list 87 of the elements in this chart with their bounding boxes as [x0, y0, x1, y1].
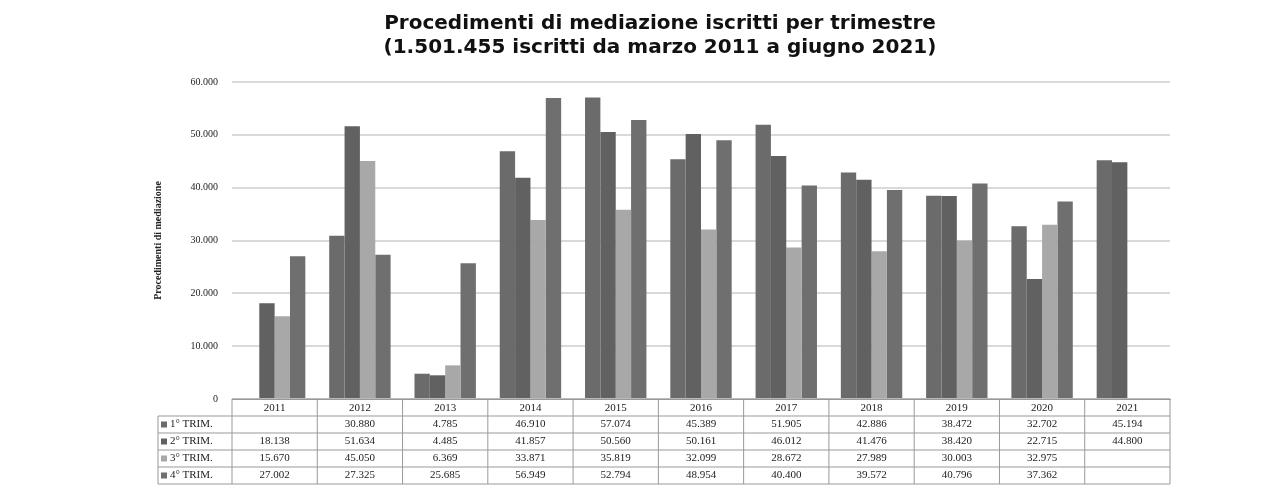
data-label: 40.400: [771, 468, 802, 481]
data-label: 41.857: [515, 434, 547, 447]
data-label: 22.715: [1026, 434, 1058, 447]
data-label: 52.794: [600, 468, 632, 481]
bar: [545, 98, 562, 398]
data-label: 44.800: [1112, 434, 1143, 447]
x-tick-label: 2011: [263, 401, 286, 414]
bar: [631, 120, 647, 398]
legend-label: 1° TRIM.: [170, 417, 213, 430]
bar: [615, 209, 632, 398]
bar: [1042, 224, 1058, 398]
data-label: 27.989: [856, 451, 888, 464]
data-label: 38.420: [941, 434, 973, 447]
bar: [701, 229, 717, 398]
data-label: 45.389: [685, 417, 717, 430]
bar: [886, 189, 903, 398]
y-tick-label: 20.000: [190, 286, 218, 298]
data-label: 46.012: [771, 434, 802, 447]
y-tick-label: 30.000: [190, 234, 218, 246]
x-tick-label: 2017: [775, 401, 798, 414]
x-tick-label: 2020: [1031, 401, 1054, 414]
x-tick-label: 2019: [945, 401, 969, 414]
data-label: 27.325: [344, 468, 376, 481]
data-label: 37.362: [1026, 468, 1058, 481]
y-axis-title: Procedimenti di mediazione: [151, 180, 163, 300]
bar: [972, 183, 988, 398]
bar: [871, 251, 887, 398]
bar: [445, 365, 461, 398]
data-label: 18.138: [259, 434, 291, 447]
bar: [274, 316, 290, 398]
data-label: 48.954: [685, 468, 717, 481]
data-label: 51.634: [344, 434, 376, 447]
data-label: 35.819: [600, 451, 632, 464]
legend-label: 4° TRIM.: [170, 468, 213, 481]
y-tick-label: 10.000: [190, 339, 218, 351]
data-label: 50.161: [685, 434, 717, 447]
x-tick-label: 2021: [1116, 401, 1139, 414]
data-label: 45.050: [344, 451, 376, 464]
data-label: 41.476: [856, 434, 888, 447]
bar: [956, 240, 973, 398]
bar: [786, 247, 802, 398]
data-label: 4.785: [432, 417, 459, 430]
data-label: 38.472: [941, 417, 972, 430]
legend-label: 3° TRIM.: [170, 451, 213, 464]
data-label: 46.910: [515, 417, 547, 430]
data-label: 39.572: [856, 468, 887, 481]
data-label: 15.670: [259, 451, 291, 464]
x-tick-label: 2014: [519, 401, 542, 414]
data-label: 27.002: [259, 468, 290, 481]
x-tick-label: 2012: [348, 401, 371, 414]
bar: [1057, 201, 1073, 398]
bar: [375, 254, 391, 398]
data-label: 33.871: [515, 451, 546, 464]
data-label: 51.905: [771, 417, 802, 430]
data-label: 6.369: [432, 451, 459, 464]
bar: [359, 160, 376, 398]
bar: [289, 256, 306, 398]
legend-label: 2° TRIM.: [170, 434, 213, 447]
bar: [801, 185, 817, 398]
y-tick-label: 50.000: [190, 128, 218, 140]
x-tick-label: 2013: [434, 401, 457, 414]
data-label: 40.796: [941, 468, 973, 481]
y-tick-label: 60.000: [190, 75, 218, 87]
data-label: 45.194: [1112, 417, 1143, 430]
data-label: 25.685: [430, 468, 461, 481]
data-label: 56.949: [515, 468, 547, 481]
bar: [460, 263, 476, 398]
data-label: 32.702: [1026, 417, 1058, 430]
data-label: 57.074: [600, 417, 632, 430]
data-label: 28.672: [771, 451, 802, 464]
bar: [530, 220, 546, 398]
bar: [716, 140, 732, 398]
data-label: 32.099: [685, 451, 717, 464]
y-tick-label: 40.000: [190, 181, 218, 193]
y-tick-label: 0: [213, 392, 218, 404]
data-label: 32.975: [1026, 451, 1058, 464]
data-label: 30.880: [344, 417, 376, 430]
data-label: 50.560: [600, 434, 632, 447]
x-tick-label: 2018: [860, 401, 884, 414]
x-tick-label: 2016: [690, 401, 713, 414]
data-label: 42.886: [856, 417, 888, 430]
data-label: 30.003: [941, 451, 973, 464]
data-label: 4.485: [432, 434, 459, 447]
chart-subtitle: (1.501.455 iscritti da marzo 2011 a giugno 2021): [383, 34, 937, 59]
x-tick-label: 2015: [604, 401, 628, 414]
chart-title: Procedimenti di mediazione iscritti per trimestre: [384, 10, 936, 35]
bar: [259, 303, 275, 398]
